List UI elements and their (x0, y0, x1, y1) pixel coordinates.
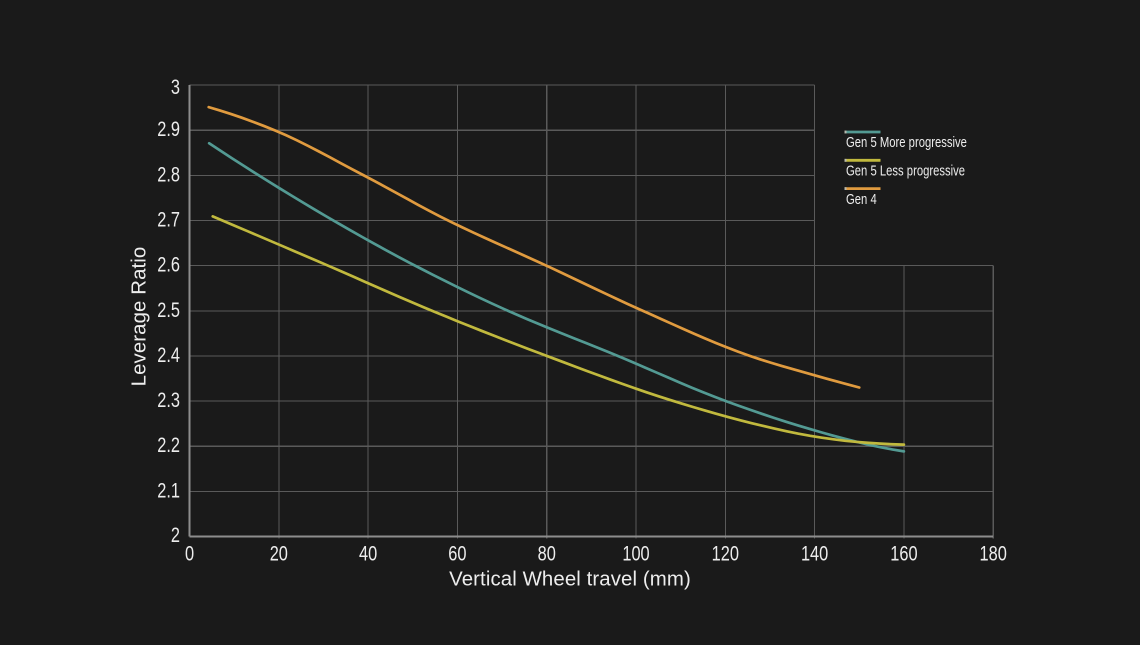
svg-text:2.8: 2.8 (157, 162, 180, 185)
svg-text:2.9: 2.9 (157, 117, 180, 140)
svg-text:80: 80 (538, 541, 556, 564)
svg-text:2: 2 (171, 523, 180, 546)
svg-text:Vertical Wheel travel (mm): Vertical Wheel travel (mm) (449, 569, 691, 591)
svg-text:Leverage Ratio: Leverage Ratio (128, 247, 150, 387)
svg-text:2.4: 2.4 (157, 343, 180, 366)
svg-text:2.1: 2.1 (157, 478, 180, 501)
svg-text:140: 140 (801, 541, 828, 564)
svg-text:2.2: 2.2 (157, 433, 180, 456)
svg-text:3: 3 (171, 75, 180, 98)
svg-text:2.7: 2.7 (157, 207, 180, 230)
svg-text:60: 60 (448, 541, 466, 564)
svg-text:Gen 5 More progressive: Gen 5 More progressive (846, 134, 967, 151)
svg-text:Gen 5 Less progressive: Gen 5 Less progressive (846, 162, 965, 179)
svg-text:180: 180 (980, 541, 1007, 564)
svg-text:160: 160 (890, 541, 917, 564)
svg-text:100: 100 (622, 541, 649, 564)
svg-text:Gen 4: Gen 4 (846, 190, 877, 207)
svg-text:2.3: 2.3 (157, 388, 180, 411)
svg-text:0: 0 (185, 541, 194, 564)
svg-text:2.6: 2.6 (157, 253, 180, 276)
svg-text:120: 120 (712, 541, 739, 564)
svg-text:20: 20 (270, 541, 288, 564)
svg-text:2.5: 2.5 (157, 298, 180, 321)
svg-text:40: 40 (359, 541, 377, 564)
